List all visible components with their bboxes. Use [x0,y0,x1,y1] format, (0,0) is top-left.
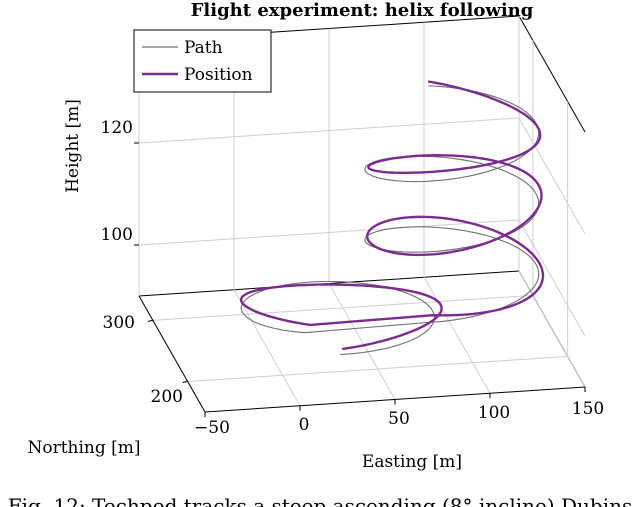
grid-line-x-floor [518,270,586,388]
y-tick-300: 300 [103,313,135,333]
x-axis-label: Easting [m] [362,452,462,472]
x-tick-neg50: −50 [194,418,230,438]
series-path [240,85,540,356]
path-line [240,85,540,356]
z-tick-120: 120 [101,118,133,138]
grid-line-x-floor [423,277,491,394]
chart-title: Flight experiment: helix following [191,0,534,21]
grid-line-z-back [138,219,520,246]
x-tick-0: 0 [299,415,310,435]
figure-caption: Fig. 12: Techpod tracks a steep ascendin… [8,494,633,507]
box-edge [518,15,586,133]
series-position [239,80,545,351]
grid-line-y-floor [187,356,568,382]
y-axis-line [138,295,206,413]
x-tick-100: 100 [478,403,510,423]
legend: Path Position [133,29,272,93]
grid-line-y-floor [152,294,533,321]
z-axis-label: Height [m] [63,99,83,193]
grid-line-z-side [518,117,586,235]
grid-line-x-floor [328,283,396,400]
y-tick-mark [147,319,153,322]
grid-line-x-floor [233,289,301,407]
legend-label-path: Path [184,38,223,58]
position-line [239,80,545,351]
x-tick-150: 150 [572,399,604,419]
grid-line-z-back [138,117,520,144]
grid-line-z-side [518,219,586,337]
y-axis-label: Northing [m] [27,438,140,458]
y-tick-mark [182,381,188,383]
legend-label-position: Position [184,65,253,85]
legend-box [133,29,272,93]
z-tick-100: 100 [101,225,133,245]
x-tick-50: 50 [388,409,410,429]
grid-lines [138,16,586,413]
axis-box-front [134,142,586,417]
y-tick-200: 200 [151,387,183,407]
